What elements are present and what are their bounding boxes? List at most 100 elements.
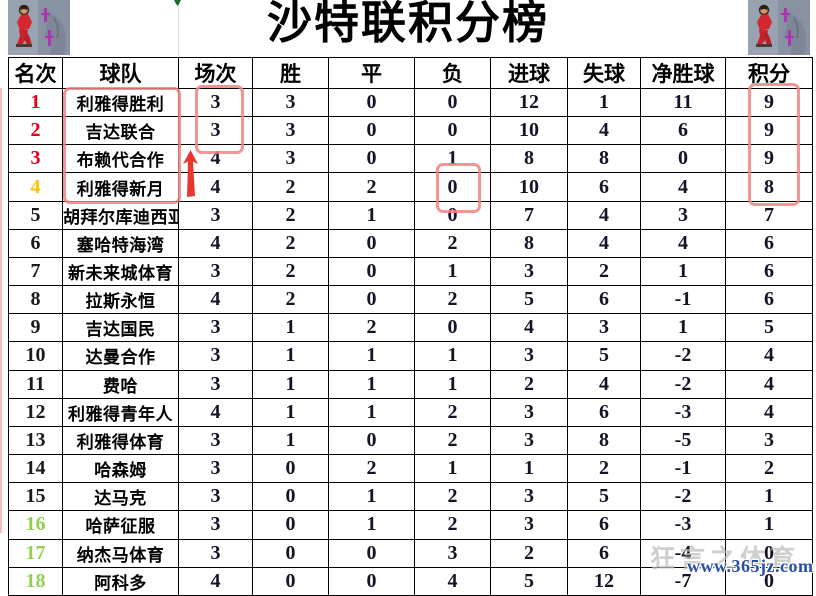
cell-points: 9 [725, 87, 813, 118]
cell-goals-against: 3 [567, 313, 641, 343]
cell-win: 1 [252, 369, 329, 399]
cell-goal-diff: -3 [640, 510, 726, 540]
column-header-4: 平 [328, 57, 415, 89]
cell-rank: 16 [8, 510, 63, 540]
cell-points: 8 [725, 172, 813, 202]
green-tick-mark [174, 0, 181, 6]
table-row: 7 新未来城体育 3 2 0 1 3 2 1 6 [8, 256, 813, 287]
column-header-8: 净胜球 [640, 57, 726, 89]
cell-played: 4 [178, 285, 253, 315]
cell-win: 3 [252, 144, 329, 174]
cell-team: 达曼合作 [62, 341, 179, 371]
cell-played: 3 [178, 200, 253, 230]
cell-goals-against: 6 [567, 397, 641, 427]
cell-played: 3 [178, 256, 253, 287]
cell-goal-diff: -7 [640, 566, 726, 596]
cell-win: 1 [252, 341, 329, 371]
table-row: 9 吉达国民 3 1 2 0 4 3 1 5 [8, 313, 813, 343]
cell-draw: 1 [328, 510, 415, 540]
cell-rank: 12 [8, 397, 63, 427]
cell-win: 2 [252, 228, 329, 258]
cell-points: 7 [725, 200, 813, 230]
cell-draw: 0 [328, 144, 415, 174]
cell-loss: 2 [414, 285, 491, 315]
table-row: 4 利雅得新月 4 2 2 0 10 6 4 8 [8, 172, 813, 202]
cell-loss: 3 [414, 538, 491, 568]
basketball-collage-image-left [8, 0, 70, 55]
cell-goal-diff: 3 [640, 200, 726, 230]
cell-draw: 0 [328, 285, 415, 315]
cell-loss: 2 [414, 228, 491, 258]
cell-goals-for: 8 [490, 228, 568, 258]
cell-loss: 1 [414, 341, 491, 371]
header-row: 名次 球队 场次胜平负进球 失球 净胜球 积分 [8, 57, 813, 89]
cell-rank: 8 [8, 285, 63, 315]
cell-draw: 2 [328, 454, 415, 484]
cell-rank: 4 [8, 172, 63, 202]
cell-points: 6 [725, 256, 813, 287]
cell-points: 3 [725, 425, 813, 456]
cell-draw: 0 [328, 228, 415, 258]
table-row: 3 布赖代合作 4 3 0 1 8 8 0 9 [8, 144, 813, 174]
cell-goals-against: 4 [567, 116, 641, 146]
cell-rank: 11 [8, 369, 63, 399]
cell-goals-for: 3 [490, 425, 568, 456]
cell-team: 纳杰马体育 [62, 538, 179, 568]
cell-played: 3 [178, 510, 253, 540]
cell-loss: 0 [414, 172, 491, 202]
cell-win: 1 [252, 397, 329, 427]
cell-played: 3 [178, 116, 253, 146]
cell-team: 利雅得胜利 [62, 87, 179, 118]
cell-draw: 0 [328, 87, 415, 118]
cell-points: 4 [725, 341, 813, 371]
cell-goals-for: 8 [490, 144, 568, 174]
cell-loss: 0 [414, 116, 491, 146]
cell-goals-against: 12 [567, 566, 641, 596]
cell-played: 3 [178, 369, 253, 399]
cell-points: 9 [725, 144, 813, 174]
column-header-6: 进球 [490, 57, 568, 89]
cell-draw: 1 [328, 397, 415, 427]
cell-goal-diff: 4 [640, 172, 726, 202]
cell-goals-against: 4 [567, 200, 641, 230]
cell-win: 1 [252, 425, 329, 456]
cell-win: 3 [252, 87, 329, 118]
column-header-7: 失球 [567, 57, 641, 89]
column-header-1: 球队 [62, 57, 179, 89]
cell-win: 1 [252, 313, 329, 343]
standings-body: 1 利雅得胜利 3 3 0 0 12 1 11 9 2 吉达联合 3 3 0 0 10 4 6 9 3 布赖代合作 4 3 0 1… [8, 87, 813, 596]
page-title: 沙特联积分榜 [266, 0, 549, 48]
cell-goals-for: 3 [490, 482, 568, 512]
basketball-collage-image-right [748, 0, 810, 55]
cell-goals-for: 3 [490, 510, 568, 540]
table-row: 18 阿科多 4 0 0 4 5 12 -7 0 [8, 566, 813, 596]
cell-rank: 9 [8, 313, 63, 343]
cell-team: 拉斯永恒 [62, 285, 179, 315]
cell-loss: 1 [414, 256, 491, 287]
cell-team: 利雅得体育 [62, 425, 179, 456]
left-edge-highlight-line [0, 88, 2, 533]
cell-played: 4 [178, 228, 253, 258]
cell-goal-diff: -2 [640, 482, 726, 512]
cell-goals-for: 3 [490, 341, 568, 371]
cell-team: 新未来城体育 [62, 256, 179, 287]
table-row: 10 达曼合作 3 1 1 1 3 5 -2 4 [8, 341, 813, 371]
cell-loss: 1 [414, 369, 491, 399]
cell-rank: 6 [8, 228, 63, 258]
cell-team: 吉达国民 [62, 313, 179, 343]
cell-goal-diff: 1 [640, 256, 726, 287]
cell-team: 哈萨征服 [62, 510, 179, 540]
cell-win: 0 [252, 538, 329, 568]
cell-win: 0 [252, 482, 329, 512]
cell-draw: 2 [328, 172, 415, 202]
cell-win: 2 [252, 200, 329, 230]
cell-goal-diff: 1 [640, 313, 726, 343]
cell-goal-diff: -5 [640, 425, 726, 456]
cell-draw: 1 [328, 369, 415, 399]
cell-loss: 0 [414, 200, 491, 230]
cell-goals-against: 8 [567, 425, 641, 456]
table-row: 12 利雅得青年人 4 1 1 2 3 6 -3 4 [8, 397, 813, 427]
cell-loss: 4 [414, 566, 491, 596]
cell-played: 3 [178, 538, 253, 568]
cell-points: 1 [725, 510, 813, 540]
